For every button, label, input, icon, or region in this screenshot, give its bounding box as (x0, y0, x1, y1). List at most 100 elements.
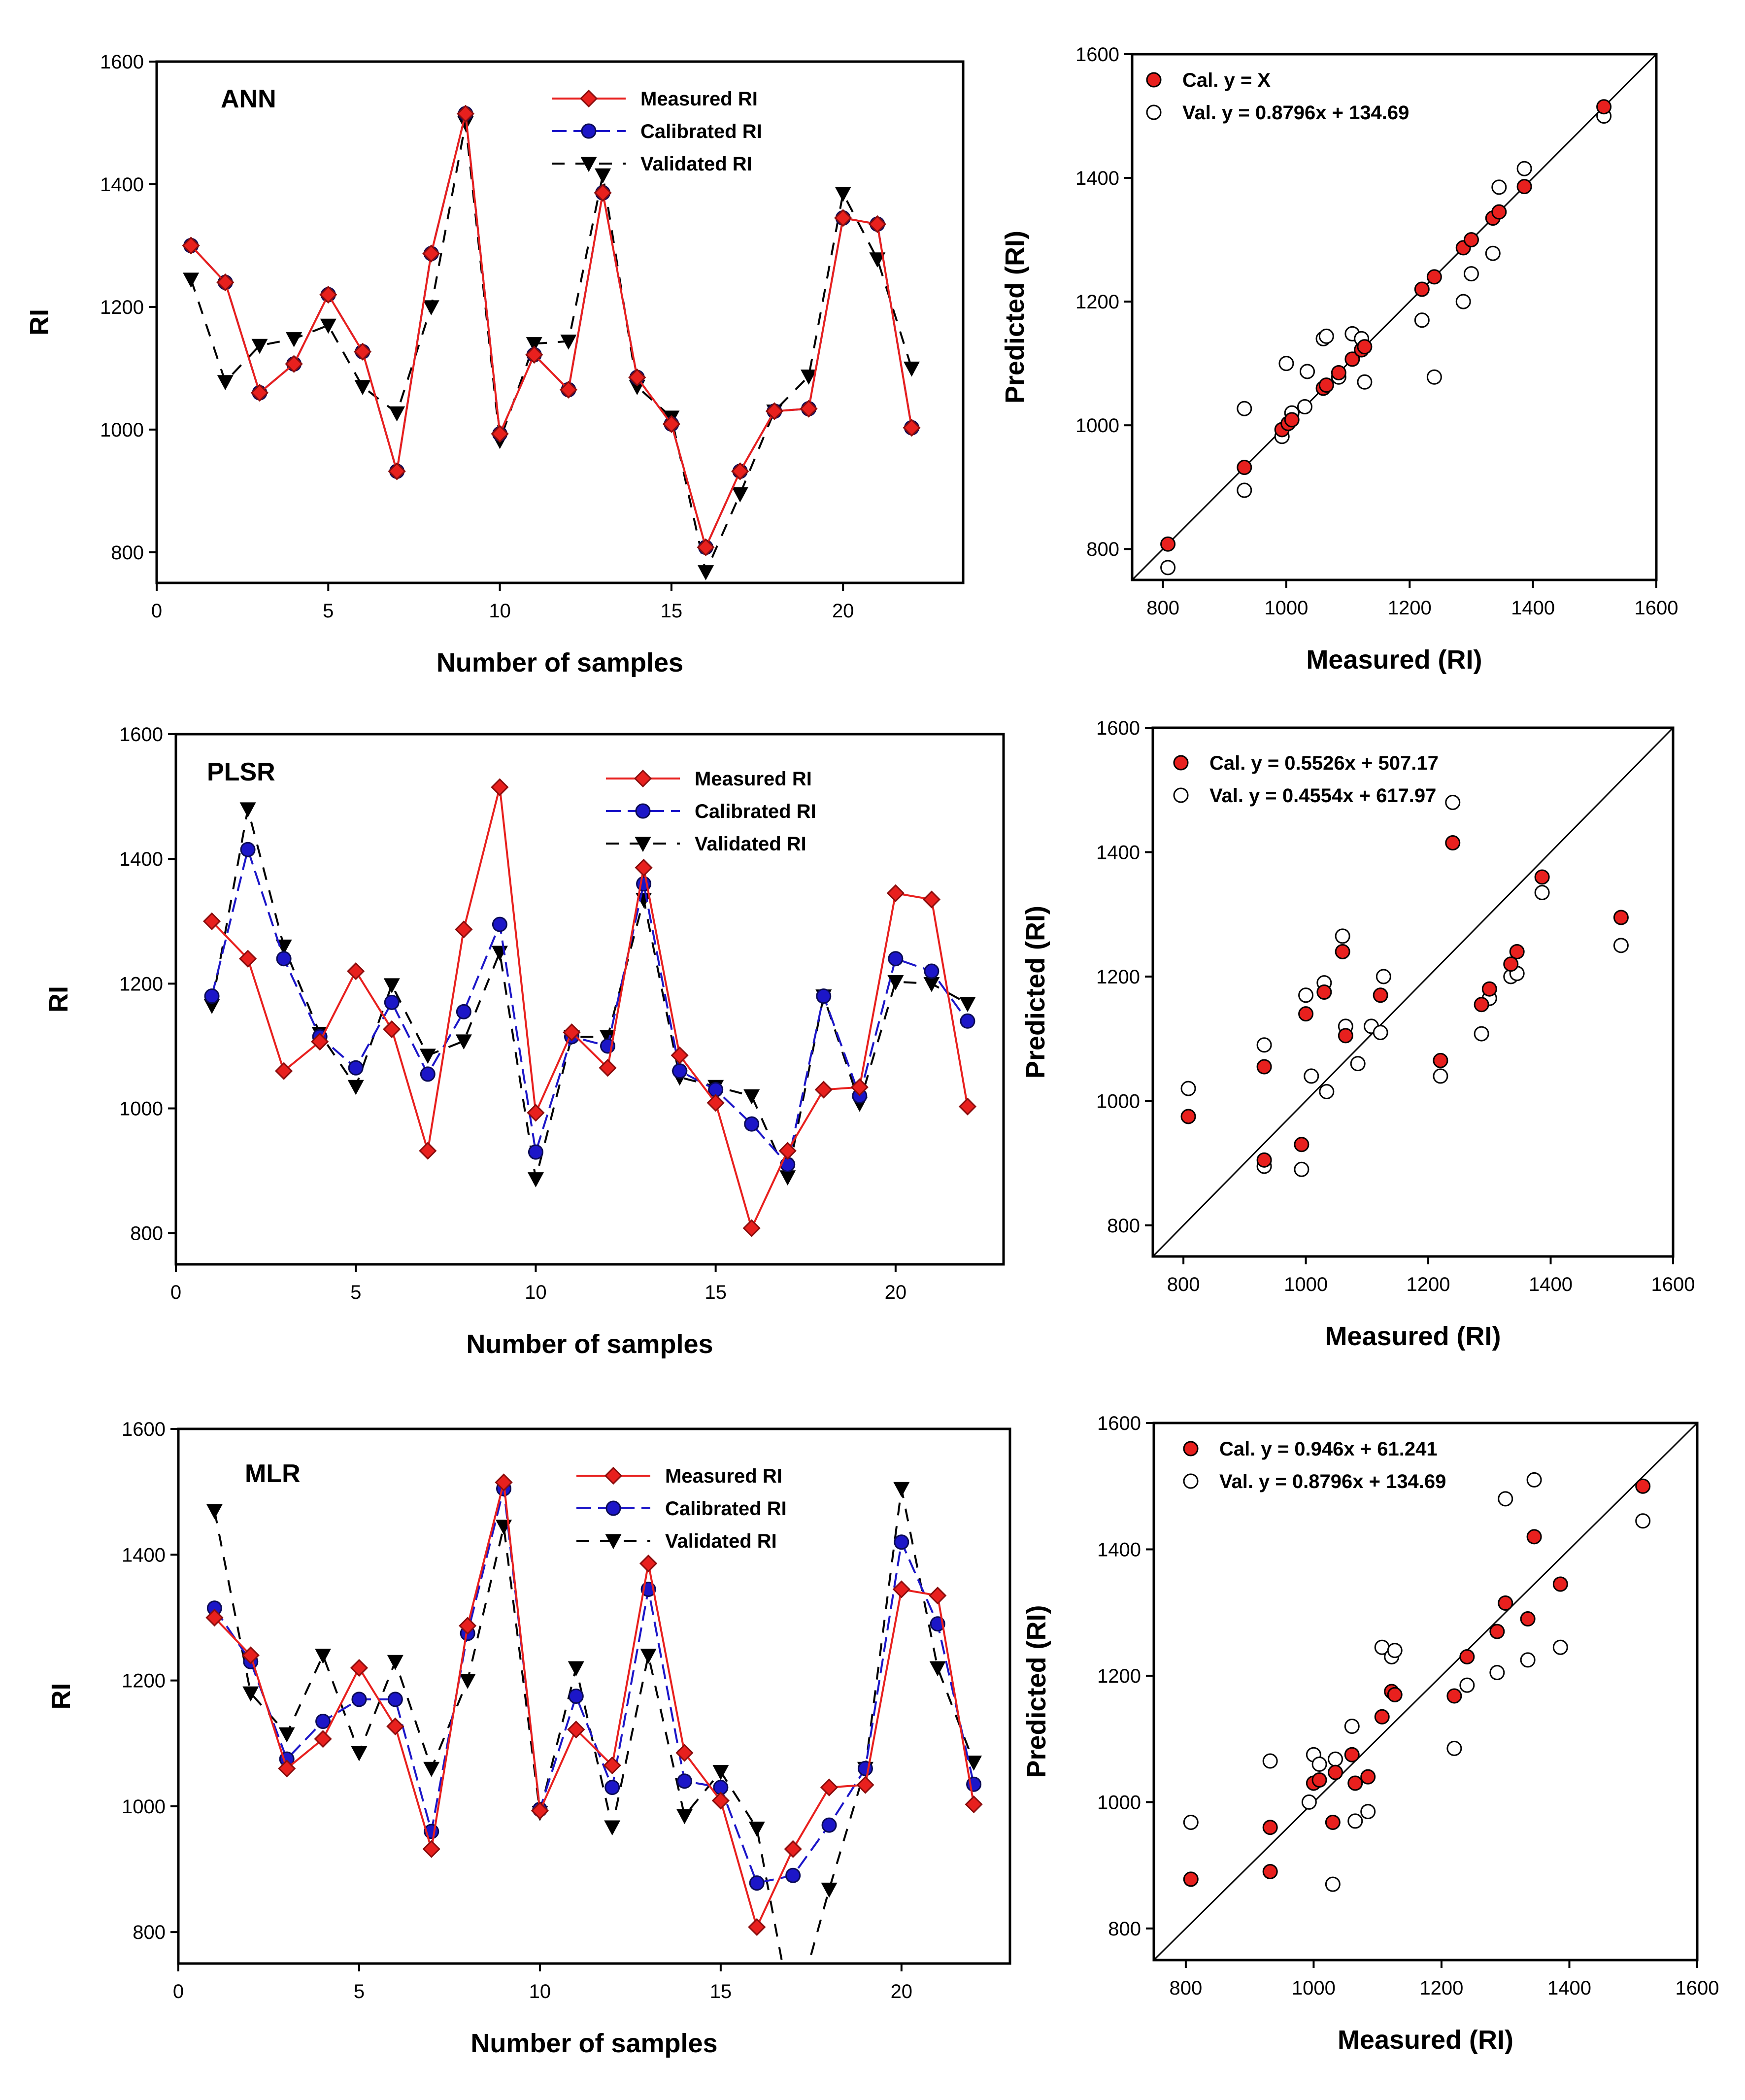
ann-series-legend-label-0: Measured RI (640, 88, 758, 110)
plsr-scatter-point (1613, 938, 1629, 953)
ann-series-series-line-0 (190, 113, 913, 550)
plsr-scatter-point (1433, 1052, 1448, 1068)
ann-scatter-point (1596, 99, 1612, 115)
plsr-series-point (347, 1080, 364, 1095)
ann-scatter-point (1300, 364, 1315, 379)
plsr-scatter-point (1445, 835, 1461, 851)
mlr-series-point (893, 1482, 910, 1497)
ann-scatter-legend-label-1: Val. y = 0.8796x + 134.69 (1182, 102, 1409, 124)
mlr-series-point (603, 1756, 621, 1775)
mlr-series-plot-area (205, 1473, 983, 1964)
ann-series-point (559, 380, 578, 399)
mlr-scatter-x-axis-title: Measured (RI) (1338, 2025, 1513, 2055)
plsr-series-point (922, 890, 941, 909)
mlr-series-legend-marker-1 (605, 1500, 621, 1516)
plsr-series-point (384, 994, 400, 1010)
plsr-series-point (311, 1032, 329, 1051)
ann-scatter-point (1237, 460, 1252, 475)
mlr-series-point (423, 1761, 440, 1777)
ann-series-point (354, 380, 371, 395)
ann-scatter-point (1491, 179, 1507, 195)
ann-series-point (250, 384, 269, 402)
plsr-scatter-point (1474, 997, 1489, 1013)
ann-series-x-tick-label: 10 (489, 600, 511, 622)
plsr-scatter-point (1534, 885, 1550, 901)
plsr-series-point (850, 1078, 869, 1096)
plsr-series-point (743, 1089, 760, 1105)
mlr-series-point (929, 1587, 947, 1605)
plsr-series-point (419, 1049, 436, 1064)
plsr-scatter-point (1376, 969, 1391, 984)
ann-scatter-y-tick-label: 1400 (1075, 168, 1119, 189)
mlr-series-point (315, 1714, 331, 1729)
ann-scatter-point (1414, 281, 1430, 297)
mlr-series-point (567, 1721, 585, 1739)
plsr-scatter-point (1298, 1006, 1314, 1022)
ann-scatter-plot-area (1132, 54, 1656, 580)
mlr-series-point (966, 1756, 982, 1771)
mlr-series-point (351, 1746, 368, 1761)
plsr-scatter-point (1335, 944, 1350, 959)
ann-scatter-chart: 800 1000 1200 1400 1600 800 1000 1200 1400 1600 Me… (1000, 44, 1678, 675)
mlr-scatter-point (1635, 1478, 1651, 1494)
mlr-scatter-point (1347, 1775, 1363, 1791)
mlr-series-point (640, 1649, 657, 1664)
ann-series-y-axis-title: RI (25, 309, 54, 336)
ann-series-point (182, 237, 200, 255)
plsr-scatter-point (1433, 1068, 1448, 1084)
mlr-scatter-point (1301, 1794, 1317, 1810)
ann-scatter-x-tick-label: 1600 (1635, 597, 1678, 619)
mlr-series-point (350, 1659, 369, 1677)
plsr-scatter-chart: 800 1000 1200 1400 1600 800 1000 1200 1400 1600 Me… (1021, 717, 1695, 1351)
ann-scatter-point (1160, 560, 1176, 576)
mlr-series-series-line-2 (213, 1488, 975, 1964)
plsr-series-point (347, 962, 365, 981)
ann-series-x-tick-label: 5 (323, 600, 334, 622)
ann-scatter-point (1237, 482, 1252, 498)
mlr-series-point (205, 1608, 224, 1627)
plsr-series-point (492, 916, 507, 932)
plsr-series-point (779, 1170, 796, 1185)
plsr-series-point (528, 1144, 543, 1160)
mlr-series-point (459, 1617, 477, 1635)
plsr-series-legend-marker-0 (634, 769, 652, 788)
ann-scatter-point (1318, 377, 1334, 393)
mlr-series-plot-frame (177, 1427, 1011, 1965)
ann-scatter-point (1455, 294, 1471, 309)
plsr-scatter-point (1445, 794, 1461, 810)
plsr-series-point (455, 1034, 472, 1050)
ann-series-point (869, 252, 886, 268)
ann-series-point (903, 418, 921, 437)
plsr-scatter-point (1256, 1037, 1272, 1053)
ann-scatter-point (1331, 365, 1346, 380)
mlr-series-point (675, 1744, 694, 1762)
ann-series-point (731, 462, 749, 480)
plsr-series-point (706, 1094, 725, 1112)
ann-scatter-plot-frame (1131, 53, 1658, 581)
ann-series-legend-label-2: Validated RI (640, 153, 752, 175)
plsr-series-point (742, 1219, 761, 1237)
plsr-series-plot-area (202, 778, 977, 1237)
ann-series-y-tick-label: 1600 (100, 51, 144, 73)
plsr-series-panel-label: PLSR (207, 758, 275, 786)
mlr-scatter-point (1520, 1652, 1536, 1668)
plsr-series-point (348, 1060, 364, 1076)
plsr-scatter-point (1509, 944, 1525, 959)
ann-series-point (834, 209, 852, 227)
ann-scatter-legend-label-0: Cal. y = X (1182, 69, 1271, 91)
plsr-scatter-point (1256, 1059, 1272, 1075)
ann-scatter-x-axis-title: Measured (RI) (1306, 645, 1482, 675)
mlr-scatter-point (1552, 1639, 1568, 1655)
plsr-scatter-point (1338, 1028, 1353, 1044)
ann-series-point (491, 425, 509, 443)
plsr-scatter-point (1319, 1084, 1335, 1099)
ann-series-point (388, 462, 406, 480)
mlr-scatter-x-tick-label: 800 (1170, 1977, 1203, 1999)
plsr-series-point (275, 1062, 293, 1080)
mlr-scatter-point (1459, 1649, 1475, 1664)
ann-series-point (903, 361, 920, 377)
ann-series-point (389, 406, 405, 422)
mlr-series-point (711, 1792, 730, 1810)
mlr-scatter-y-tick-label: 1200 (1097, 1665, 1141, 1687)
mlr-scatter-point (1374, 1709, 1390, 1725)
